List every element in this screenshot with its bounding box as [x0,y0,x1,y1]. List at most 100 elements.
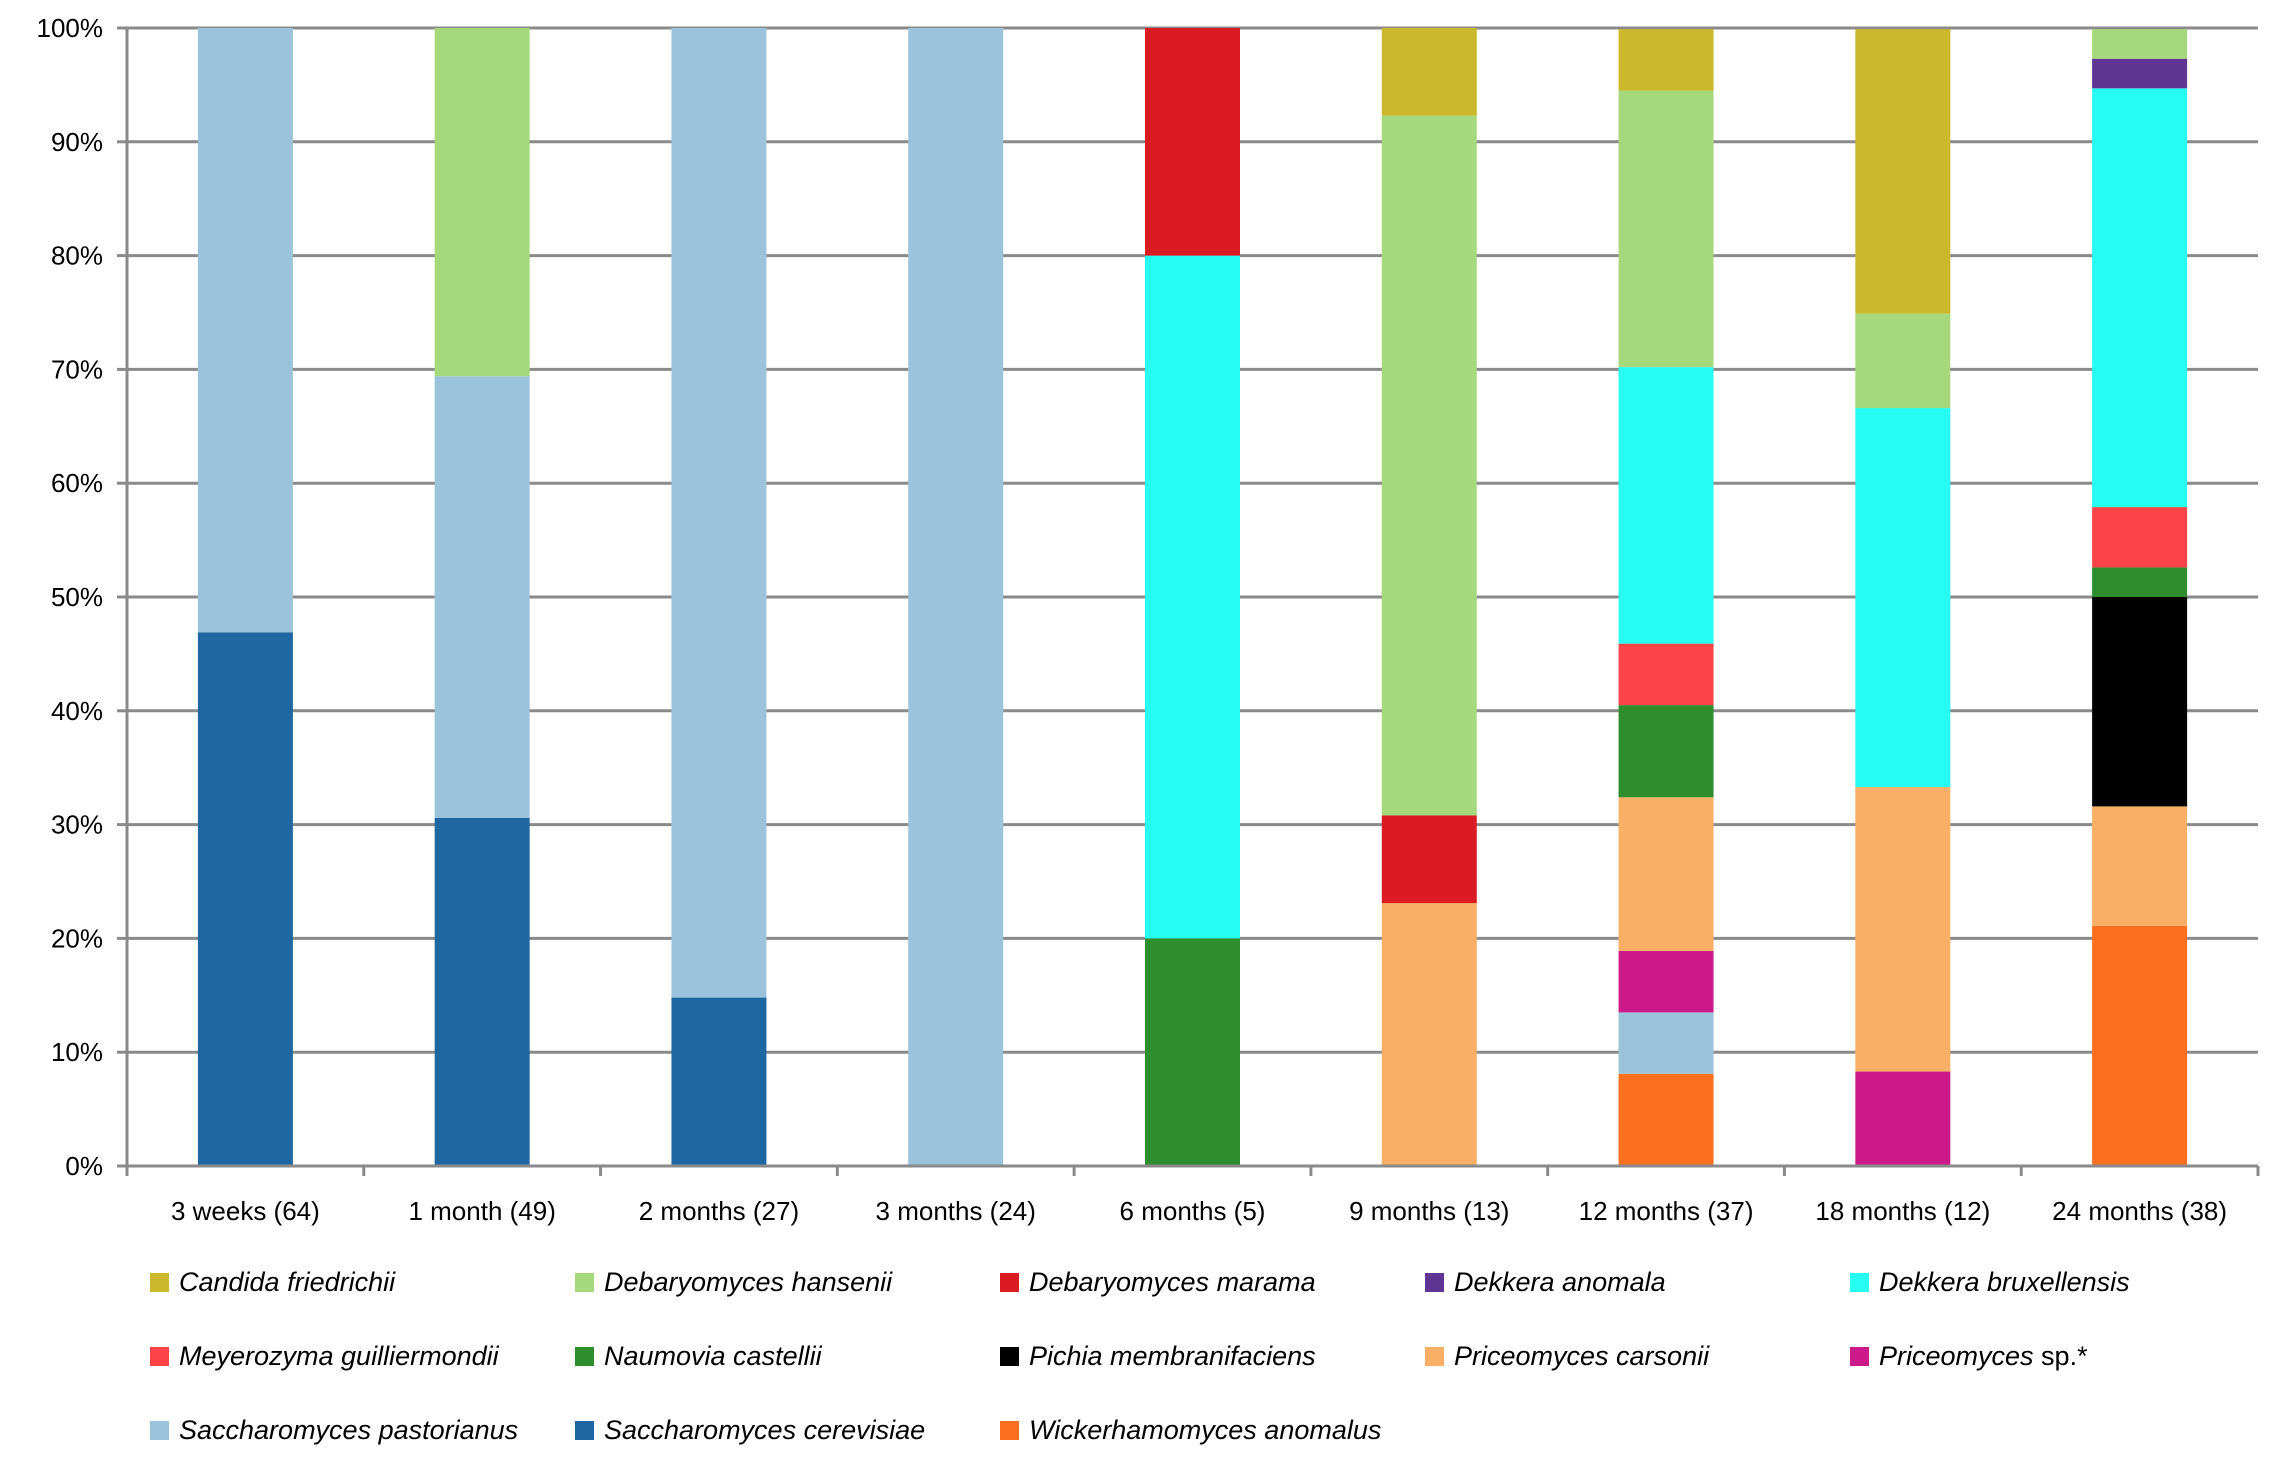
bar-segment [1145,938,1240,1166]
bar-segment [671,28,767,998]
bar-segment [1855,787,1951,1072]
legend-label-species: Dekkera bruxellensis [1879,1266,2130,1297]
bar-segment [434,376,530,818]
bar-segment [2092,925,2188,1166]
bar-segment [197,632,293,1166]
legend-label-species: Naumovia castellii [604,1340,822,1371]
y-tick-labels: 0% 10% 20% 30% 40% 50% 60% 70% 80% 90% 100% [37,13,104,1181]
x-tick-label: 3 months (24) [876,1196,1036,1226]
legend-label-species: Meyerozyma guilliermondii [179,1340,499,1371]
bar-segment [1855,408,1951,788]
bar-segment [1855,1071,1951,1166]
y-tick-label: 20% [51,923,103,953]
bar-segment [1381,115,1477,816]
legend-swatch [575,1420,594,1440]
legend-item: Dekkera anomala [1425,1262,1666,1302]
x-tick-label: 6 months (5) [1120,1196,1266,1226]
legend-swatch [150,1346,169,1366]
bar-segment [1855,29,1951,314]
legend-label: Priceomyces sp.* [1879,1341,2088,1372]
x-tick-label: 9 months (13) [1349,1196,1509,1226]
legend-label: Dekkera anomala [1454,1267,1666,1298]
y-tick-label: 100% [37,13,104,43]
legend-swatch [1425,1272,1444,1292]
bar-segment [434,817,530,1166]
legend-label: Debaryomyces marama [1029,1267,1316,1298]
y-tick-label: 90% [51,127,103,157]
x-tick-label: 3 weeks (64) [171,1196,320,1226]
legend-swatch [1425,1346,1444,1366]
bar-segment [1618,367,1714,644]
bar-segment [1618,90,1714,368]
x-tick-label: 18 months (12) [1815,1196,1990,1226]
legend-swatch [575,1272,594,1292]
bar-segment [1145,28,1240,256]
legend-swatch [150,1420,169,1440]
legend-swatch [1850,1272,1869,1292]
bar-segment [908,28,1004,1166]
bar-segment [1618,950,1714,1013]
x-tick-labels: 3 weeks (64) 1 month (49) 2 months (27) 3 m… [171,1196,2227,1226]
legend-label: Meyerozyma guilliermondii [179,1341,499,1372]
x-tick-label: 12 months (37) [1579,1196,1754,1226]
bar-segment [2092,88,2188,508]
bar-segment [1145,255,1240,939]
legend-label-species: Dekkera anomala [1454,1266,1666,1297]
legend-swatch [575,1346,594,1366]
legend-label: Naumovia castellii [604,1341,822,1372]
bar-segment [1618,643,1714,706]
y-tick-label: 0% [65,1151,103,1181]
x-tick-label: 2 months (27) [639,1196,799,1226]
legend-item: Wickerhamomyces anomalus [1000,1410,1381,1450]
bar-segment [1618,705,1714,798]
bar-segment [2092,567,2188,597]
y-tick-label: 70% [51,354,103,384]
legend-item: Debaryomyces marama [1000,1262,1316,1302]
legend-label-species: Debaryomyces hansenii [604,1266,893,1297]
bar-segment [1381,903,1477,1166]
legend-item: Pichia membranifaciens [1000,1336,1316,1376]
legend-item: Priceomyces sp.* [1850,1336,2088,1376]
legend-label-suffix: sp.* [2033,1340,2088,1371]
y-tick-label: 40% [51,696,103,726]
bar-segment [2092,58,2188,89]
legend-swatch [1000,1346,1019,1366]
x-tick-label: 1 month (49) [408,1196,555,1226]
legend-label-species: Saccharomyces cerevisiae [604,1414,926,1445]
legend-swatch [1000,1420,1019,1440]
bar-segment [1381,815,1477,904]
legend-label: Saccharomyces cerevisiae [604,1415,925,1446]
legend-label-species: Debaryomyces marama [1029,1266,1316,1297]
bar-segment [2092,29,2188,59]
bars [197,28,2188,1166]
legend-label-species: Priceomyces [1879,1340,2034,1371]
legend-swatch [1850,1346,1869,1366]
y-tick-label: 60% [51,468,103,498]
legend-label-species: Wickerhamomyces anomalus [1029,1414,1382,1445]
legend-label: Priceomyces carsonii [1454,1341,1709,1372]
legend-item: Saccharomyces cerevisiae [575,1410,925,1450]
bar-segment [434,28,530,377]
legend-item: Dekkera bruxellensis [1850,1262,2130,1302]
legend-label: Wickerhamomyces anomalus [1029,1415,1381,1446]
legend-item: Meyerozyma guilliermondii [150,1336,499,1376]
legend-label: Pichia membranifaciens [1029,1341,1316,1372]
bar-segment [1618,29,1714,91]
bar-segment [197,28,293,633]
legend-label-species: Priceomyces carsonii [1454,1340,1710,1371]
bar-segment [2092,597,2188,807]
legend-item: Priceomyces carsonii [1425,1336,1709,1376]
legend-item: Saccharomyces pastorianus [150,1410,518,1450]
legend-swatch [150,1272,169,1292]
y-tick-label: 50% [51,582,103,612]
stacked-bar-chart: 0% 10% 20% 30% 40% 50% 60% 70% 80% 90% 100% 3 week… [37,13,2260,1226]
axes [117,26,2260,1176]
legend-item: Debaryomyces hansenii [575,1262,892,1302]
legend-label-species: Saccharomyces pastorianus [179,1414,519,1445]
legend-label-species: Candida friedrichii [179,1266,396,1297]
bar-segment [1855,313,1951,409]
legend-label: Debaryomyces hansenii [604,1267,892,1298]
legend-label: Dekkera bruxellensis [1879,1267,2130,1298]
bar-segment [1618,797,1714,951]
y-tick-label: 30% [51,810,103,840]
